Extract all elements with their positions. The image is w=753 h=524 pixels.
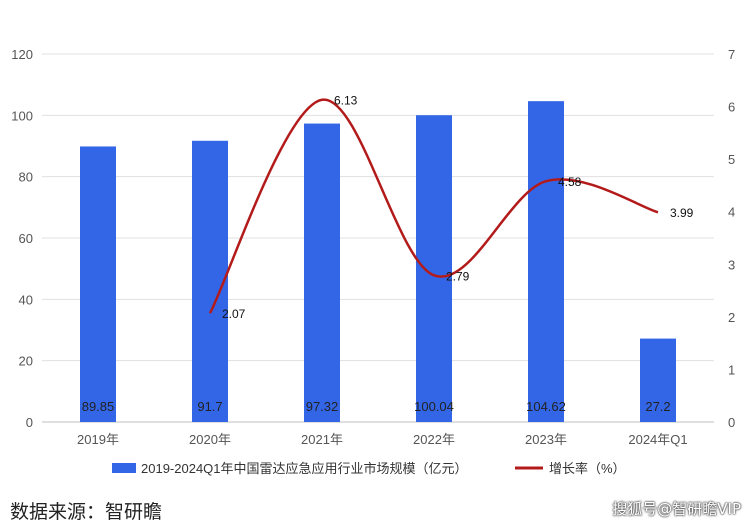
line-data-labels: 2.07 6.13 2.79 4.58 3.99 bbox=[222, 94, 694, 321]
source-note: 数据来源：智研瞻 bbox=[10, 501, 163, 523]
left-tick-label: 80 bbox=[19, 170, 33, 185]
x-tick-label: 2019年 bbox=[77, 432, 119, 447]
legend-line-label: 增长率（%） bbox=[549, 461, 626, 476]
left-tick-label: 0 bbox=[26, 415, 33, 430]
x-tick-label: 2022年 bbox=[413, 432, 455, 447]
legend-bar-label: 2019-2024Q1年中国雷达应急应用行业市场规模（亿元） bbox=[141, 461, 468, 476]
line-data-label: 4.58 bbox=[558, 175, 582, 189]
bar-data-labels: 89.85 91.7 97.32 100.04 104.62 27.2 bbox=[82, 399, 671, 414]
gridlines bbox=[42, 53, 714, 423]
bar bbox=[640, 338, 676, 422]
left-tick-label: 120 bbox=[11, 47, 33, 62]
bar-data-label: 97.32 bbox=[306, 399, 339, 414]
bar-data-label: 89.85 bbox=[82, 399, 115, 414]
bar-series bbox=[80, 101, 676, 422]
watermark: 搜狐号@智研瞻VIP bbox=[612, 500, 741, 518]
bar bbox=[528, 101, 564, 422]
right-tick-label: 1 bbox=[728, 362, 735, 377]
right-tick-label: 6 bbox=[728, 100, 735, 115]
bar-data-label: 91.7 bbox=[197, 399, 222, 414]
right-tick-label: 2 bbox=[728, 310, 735, 325]
growth-line-series bbox=[208, 98, 659, 314]
right-tick-label: 7 bbox=[728, 47, 735, 62]
bar-data-label: 100.04 bbox=[414, 399, 454, 414]
bar bbox=[416, 115, 452, 422]
left-tick-label: 20 bbox=[19, 354, 33, 369]
right-tick-label: 0 bbox=[728, 415, 735, 430]
line-data-label: 2.07 bbox=[222, 307, 246, 321]
bar-data-label: 27.2 bbox=[645, 399, 670, 414]
line-data-label: 6.13 bbox=[334, 94, 358, 108]
line-data-label: 2.79 bbox=[446, 269, 470, 283]
right-tick-label: 3 bbox=[728, 257, 735, 272]
right-axis-ticks: 0 1 2 3 4 5 6 7 bbox=[728, 47, 735, 430]
x-tick-label: 2020年 bbox=[189, 432, 231, 447]
x-axis-ticks: 2019年 2020年 2021年 2022年 2023年 2024年Q1 bbox=[77, 432, 688, 447]
combo-chart: 0 20 40 60 80 100 120 0 1 2 3 4 5 6 7 89.85 91.7 97.32 1… bbox=[11, 47, 735, 476]
legend-bar-swatch bbox=[112, 463, 136, 473]
x-tick-label: 2023年 bbox=[525, 432, 567, 447]
left-axis-ticks: 0 20 40 60 80 100 120 bbox=[11, 47, 33, 430]
x-tick-label: 2021年 bbox=[301, 432, 343, 447]
left-tick-label: 40 bbox=[19, 292, 33, 307]
right-tick-label: 4 bbox=[728, 205, 735, 220]
left-tick-label: 60 bbox=[19, 231, 33, 246]
line-data-label: 3.99 bbox=[670, 206, 694, 220]
bar bbox=[80, 146, 116, 422]
bar-data-label: 104.62 bbox=[526, 399, 566, 414]
left-tick-label: 100 bbox=[11, 108, 33, 123]
bar bbox=[192, 140, 228, 422]
right-tick-label: 5 bbox=[728, 152, 735, 167]
legend: 2019-2024Q1年中国雷达应急应用行业市场规模（亿元） 增长率（%） bbox=[112, 461, 626, 476]
bar bbox=[304, 123, 340, 422]
x-tick-label: 2024年Q1 bbox=[628, 432, 687, 447]
growth-line bbox=[208, 98, 659, 314]
